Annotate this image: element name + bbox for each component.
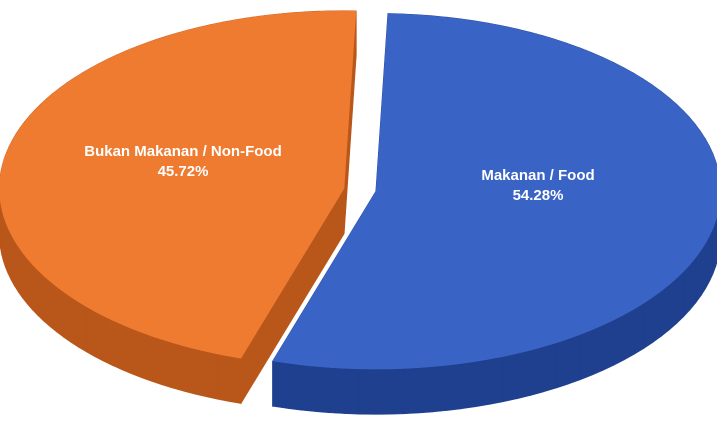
slice-side xyxy=(3,215,6,268)
slice-side xyxy=(315,366,331,414)
slice-side xyxy=(205,351,218,400)
slice-side xyxy=(10,233,15,287)
slice-side xyxy=(669,277,678,331)
slice-side xyxy=(591,324,604,376)
slice-side xyxy=(676,270,685,325)
slice-side xyxy=(579,329,593,381)
slice-side xyxy=(194,348,207,398)
slice xyxy=(0,10,357,359)
slice-side xyxy=(26,258,33,311)
slice-side xyxy=(70,296,79,348)
slice-side xyxy=(37,269,44,322)
slice-side xyxy=(86,306,96,358)
value-label: 54.28% xyxy=(513,187,564,204)
slice-side xyxy=(502,353,518,403)
slice-side xyxy=(63,291,72,343)
slice xyxy=(272,13,717,370)
slice-side xyxy=(14,239,19,293)
slice-side xyxy=(43,275,51,328)
slice-side xyxy=(446,363,462,411)
slice-side xyxy=(22,252,28,305)
slice-side xyxy=(542,342,557,393)
slice-side xyxy=(705,236,710,289)
slice-side xyxy=(94,311,105,362)
slice-side xyxy=(49,280,57,333)
slice-side xyxy=(5,222,9,274)
slice-side xyxy=(567,334,581,385)
slice-side xyxy=(709,228,714,282)
slice-side xyxy=(432,365,448,413)
slice-side xyxy=(272,360,287,409)
value-label: 45.72% xyxy=(158,163,209,180)
slice-side xyxy=(689,256,697,311)
slice-side xyxy=(172,342,185,392)
slice-side xyxy=(183,345,196,395)
slice-side xyxy=(652,290,662,343)
slice-side xyxy=(228,356,242,404)
slice-side xyxy=(131,328,143,379)
slice-side xyxy=(634,302,645,355)
slice-side xyxy=(402,367,419,415)
slice-side xyxy=(460,361,476,410)
slice-side xyxy=(358,368,375,415)
slice-side xyxy=(388,368,404,415)
slice-side xyxy=(529,346,544,396)
slice-side xyxy=(695,249,702,304)
slice-side xyxy=(624,308,635,361)
slice-label: Makanan / Food xyxy=(481,167,594,184)
slice-side xyxy=(344,368,360,415)
slice-side xyxy=(112,320,123,371)
slice-label: Bukan Makanan / Non-Food xyxy=(84,143,282,160)
slice-side xyxy=(162,339,174,389)
slice-side xyxy=(7,228,12,280)
slice-side xyxy=(661,284,670,337)
slice-side xyxy=(329,367,345,414)
slice-side xyxy=(475,359,490,408)
slice-side xyxy=(712,221,717,274)
slice-side xyxy=(217,353,230,402)
slice-side xyxy=(151,336,163,386)
slice-side xyxy=(373,368,389,415)
slice-side xyxy=(300,364,316,412)
slice-side xyxy=(141,332,153,382)
slice-side xyxy=(417,366,433,414)
slice-side xyxy=(613,314,625,366)
slice-side xyxy=(489,356,504,405)
slice-side xyxy=(121,324,133,375)
slice-side xyxy=(643,296,654,349)
slice-side xyxy=(555,338,569,389)
slice-side xyxy=(516,350,531,400)
slice-side xyxy=(602,319,615,371)
slice-side xyxy=(31,263,39,317)
slice-side xyxy=(56,286,64,338)
slice-side xyxy=(103,315,114,367)
slice-side xyxy=(286,362,302,411)
slice-side xyxy=(683,264,691,318)
slice-side xyxy=(78,301,88,353)
slice-side xyxy=(17,245,23,299)
slice-side xyxy=(700,242,706,297)
